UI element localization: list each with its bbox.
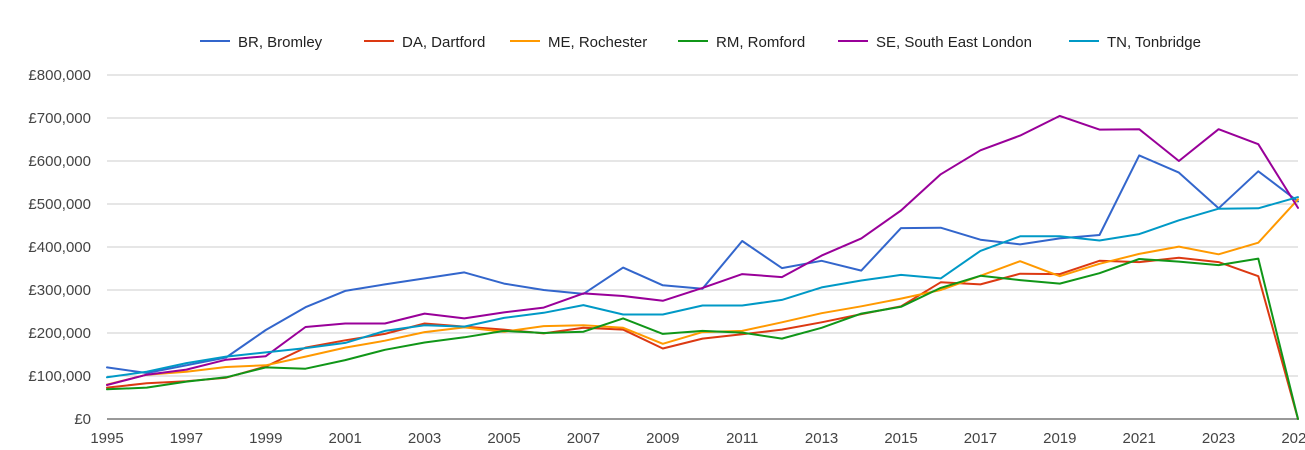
legend-label: SE, South East London (876, 34, 1032, 51)
series-line-da (106, 256, 1299, 420)
legend-item[interactable]: ME, Rochester (510, 34, 647, 51)
legend-item[interactable]: SE, South East London (838, 34, 1032, 51)
legend-label: BR, Bromley (238, 34, 323, 51)
x-tick-label: 1999 (249, 430, 282, 447)
chart-legend: BR, Bromley DA, Dartford ME, Rochester RM, … (200, 34, 1201, 51)
x-tick-label: 2003 (408, 430, 441, 447)
legend-label: TN, Tonbridge (1107, 34, 1201, 51)
legend-label: DA, Dartford (402, 34, 485, 51)
x-axis: 1995 1997 1999 2001 2003 2005 2007 2009 2011 2013… (90, 430, 1305, 447)
x-tick-label: 1997 (170, 430, 203, 447)
y-tick-label: £400,000 (28, 239, 91, 256)
x-tick-label: 2009 (646, 430, 679, 447)
legend-label: RM, Romford (716, 34, 805, 51)
x-tick-label: 2021 (1123, 430, 1156, 447)
x-tick-label: 2015 (884, 430, 917, 447)
series-lines (106, 114, 1299, 420)
x-tick-label: 2019 (1043, 430, 1076, 447)
y-tick-label: £600,000 (28, 153, 91, 170)
y-tick-label: £200,000 (28, 325, 91, 342)
y-tick-label: £500,000 (28, 196, 91, 213)
y-tick-label: £800,000 (28, 67, 91, 84)
x-tick-label: 2005 (487, 430, 520, 447)
y-tick-label: £100,000 (28, 368, 91, 385)
legend-item[interactable]: BR, Bromley (200, 34, 323, 51)
legend-label: ME, Rochester (548, 34, 647, 51)
x-tick-label: 1995 (90, 430, 123, 447)
series-line-rm (106, 257, 1299, 420)
y-tick-label: £700,000 (28, 110, 91, 127)
x-tick-label: 2025 (1281, 430, 1305, 447)
x-tick-label: 2011 (726, 430, 758, 447)
series-line-tn (106, 196, 1299, 379)
x-tick-label: 2017 (964, 430, 997, 447)
y-axis: £0 £100,000 £200,000 £300,000 £400,000 £500,0… (28, 67, 91, 428)
series-line-me (106, 198, 1299, 386)
x-tick-label: 2023 (1202, 430, 1235, 447)
legend-item[interactable]: RM, Romford (678, 34, 805, 51)
x-tick-label: 2001 (329, 430, 362, 447)
x-tick-label: 2013 (805, 430, 838, 447)
series-line-se (106, 114, 1299, 386)
y-tick-label: £0 (74, 411, 91, 428)
y-tick-label: £300,000 (28, 282, 91, 299)
legend-item[interactable]: TN, Tonbridge (1069, 34, 1201, 51)
x-tick-label: 2007 (567, 430, 600, 447)
legend-item[interactable]: DA, Dartford (364, 34, 485, 51)
